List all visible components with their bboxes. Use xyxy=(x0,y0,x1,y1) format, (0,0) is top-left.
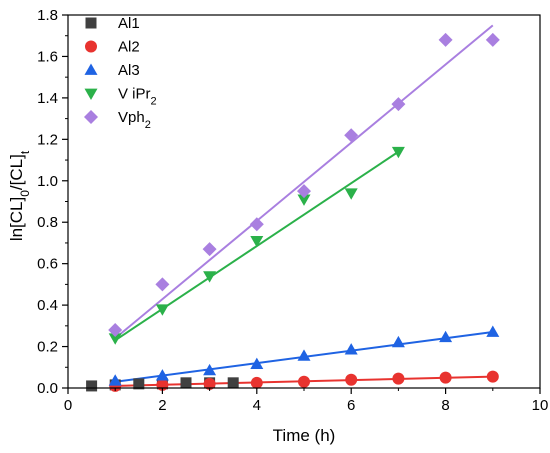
data-point-s4-4 xyxy=(297,184,311,199)
data-point-s4-2 xyxy=(202,242,217,257)
y-tick-label-4: 0.8 xyxy=(37,214,58,231)
data-point-s2-1 xyxy=(155,369,169,381)
y-tick-label-2: 0.4 xyxy=(37,297,58,314)
data-point-s4-6 xyxy=(391,97,406,112)
y-axis-title: ln[CL]0/[CL]t xyxy=(7,150,32,241)
y-tick-label-6: 1.2 xyxy=(37,131,58,148)
legend-marker-3 xyxy=(84,88,98,100)
data-point-s2-8 xyxy=(486,325,500,337)
data-point-s4-5 xyxy=(344,128,359,143)
y-tick-label-5: 1.0 xyxy=(37,173,58,190)
axes: 0 2 4 6 8 10 0.0 0.2 0.4 0.6 0.8 1.0 1.2 1.4 1.6 1.8 xyxy=(37,7,548,414)
legend-marker-4 xyxy=(84,110,98,124)
data-point-s2-6 xyxy=(391,335,405,348)
legend-marker-2 xyxy=(84,63,98,75)
x-tick-label-4: 8 xyxy=(441,397,449,414)
data-point-s2-7 xyxy=(439,330,453,343)
data-point-s4-3 xyxy=(249,217,264,232)
data-point-s1-8 xyxy=(486,370,499,383)
y-tick-label-9: 1.8 xyxy=(37,7,58,24)
x-tick-label-2: 4 xyxy=(253,397,261,414)
data-point-s3-6 xyxy=(391,146,405,159)
data-point-s2-4 xyxy=(297,349,311,361)
data-point-s1-5 xyxy=(345,373,358,386)
data-point-s2-0 xyxy=(108,374,122,386)
x-tick-label-0: 0 xyxy=(64,397,72,414)
data-point-s1-3 xyxy=(250,376,263,389)
legend-label-0: Al1 xyxy=(118,15,140,32)
data-point-s4-7 xyxy=(438,32,453,47)
legend-marker-0 xyxy=(85,17,97,29)
data-point-s3-5 xyxy=(344,188,358,200)
legend-label-2: Al3 xyxy=(118,62,140,79)
data-point-s2-5 xyxy=(344,343,358,355)
x-tick-label-5: 10 xyxy=(532,397,549,414)
legend-label-1: Al2 xyxy=(118,39,140,56)
y-tick-label-1: 0.2 xyxy=(37,339,58,356)
y-tick-label-3: 0.6 xyxy=(37,256,58,273)
data-point-s4-8 xyxy=(485,32,500,47)
data-point-s4-1 xyxy=(155,277,170,292)
x-axis-title: Time (h) xyxy=(273,426,336,445)
data-point-s3-0 xyxy=(108,333,122,345)
data-point-s4-0 xyxy=(108,322,123,337)
data-point-s3-3 xyxy=(250,235,264,248)
legend-label-3: V iPr2 xyxy=(118,86,157,108)
legend-label-4: Vph2 xyxy=(118,109,151,131)
data-point-s0-0 xyxy=(86,380,98,392)
data-point-s0-4 xyxy=(180,377,192,389)
y-tick-label-7: 1.4 xyxy=(37,90,58,107)
data-point-s1-6 xyxy=(392,372,405,385)
fit-line-4 xyxy=(114,24,494,340)
data-point-s2-2 xyxy=(203,363,217,376)
y-tick-label-8: 1.6 xyxy=(37,48,58,65)
plot-area xyxy=(86,24,500,392)
data-point-s0-2 xyxy=(133,378,145,390)
data-point-s1-4 xyxy=(298,375,310,388)
data-point-s3-1 xyxy=(155,304,169,316)
legend-marker-1 xyxy=(85,40,97,53)
data-point-s0-6 xyxy=(227,377,239,389)
data-point-s3-4 xyxy=(297,194,311,206)
x-tick-label-1: 2 xyxy=(158,397,166,414)
x-tick-label-3: 6 xyxy=(347,397,355,414)
data-point-s1-2 xyxy=(203,377,216,390)
data-point-s2-3 xyxy=(250,357,264,370)
data-point-s1-7 xyxy=(439,371,452,384)
y-tick-label-0: 0.0 xyxy=(37,380,58,397)
data-point-s3-2 xyxy=(203,271,217,283)
